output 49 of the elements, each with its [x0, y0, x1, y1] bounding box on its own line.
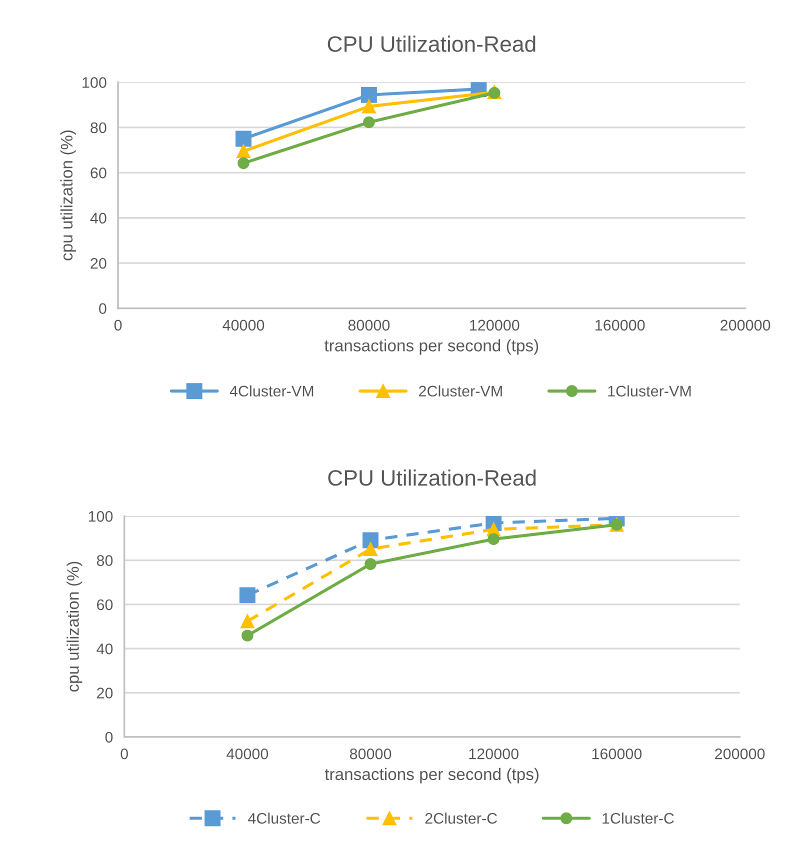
y-tick-label: 80 [90, 122, 106, 134]
y-tick-label: 40 [96, 644, 113, 654]
x-tick-label: 80000 [348, 320, 390, 331]
point [240, 614, 254, 628]
chart-title: CPU Utilization-Read [328, 36, 536, 52]
y-tick-label: 40 [90, 212, 106, 224]
point [362, 532, 379, 548]
point [360, 86, 377, 103]
y-axis-title: cpu utilization (%) [60, 130, 76, 260]
legend-label: 4Cluster-C [248, 812, 320, 824]
x-tick-label: 40000 [222, 320, 264, 331]
point [364, 558, 376, 570]
legend-label: 1Cluster-C [602, 812, 674, 824]
point [363, 116, 375, 128]
x-tick-label: 200000 [720, 320, 770, 331]
y-tick-label: 0 [105, 732, 113, 743]
x-tick-label: 0 [114, 320, 122, 331]
legend-label: 4Cluster-VM [230, 385, 314, 397]
x-axis-title: transactions per second (tps) [324, 339, 538, 355]
y-axis-title: cpu utilization (%) [66, 562, 82, 692]
y-tick-label: 100 [82, 77, 106, 88]
x-tick-label: 0 [120, 748, 128, 760]
x-tick-label: 160000 [592, 748, 642, 760]
x-tick-label: 120000 [470, 320, 520, 331]
point [236, 144, 250, 158]
x-tick-label: 200000 [715, 748, 765, 760]
y-tick-label: 20 [97, 688, 113, 698]
point [238, 157, 250, 170]
legend-label: 1Cluster-VM [608, 385, 691, 397]
point [236, 130, 252, 147]
y-tick-label: 0 [99, 303, 106, 314]
y-tick-label: 60 [97, 599, 113, 610]
x-axis-title: transactions per second (tps) [324, 768, 538, 784]
point [364, 542, 378, 556]
point [362, 100, 376, 114]
y-tick-label: 100 [88, 511, 113, 522]
legend-label: 2Cluster-VM [419, 385, 502, 397]
y-tick-label: 20 [90, 258, 106, 269]
legend-label: 2Cluster-C [425, 812, 498, 824]
y-tick-label: 60 [90, 168, 106, 178]
x-tick-label: 120000 [469, 748, 518, 760]
y-tick-label: 80 [96, 555, 113, 566]
point [488, 533, 500, 546]
chart-title: CPU Utilization-Read [328, 469, 536, 486]
x-tick-label: 40000 [226, 748, 268, 760]
point [242, 630, 254, 642]
point [239, 587, 256, 604]
x-tick-label: 160000 [596, 320, 645, 331]
x-tick-label: 80000 [350, 748, 392, 760]
